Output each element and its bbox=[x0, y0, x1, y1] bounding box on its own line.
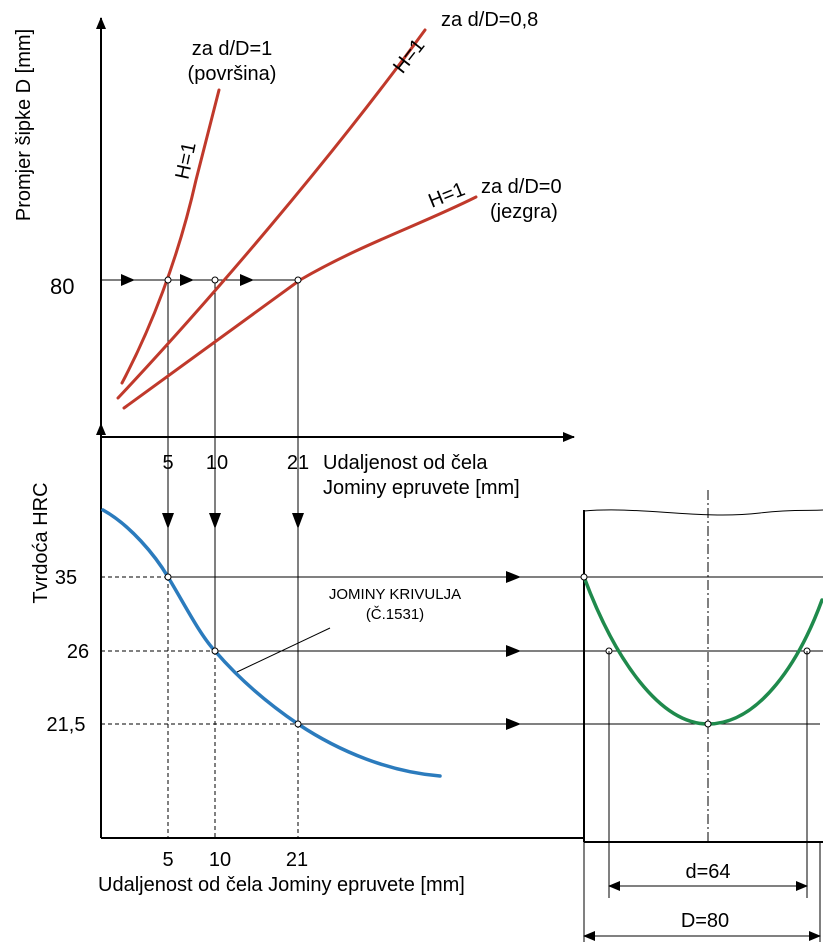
bar-top-break bbox=[583, 509, 823, 516]
bottom-y-tick-26: 26 bbox=[67, 641, 89, 663]
point-35 bbox=[164, 573, 172, 581]
point-21-5 bbox=[294, 720, 302, 728]
bottom-y-axis-label: Tvrdoća HRC bbox=[30, 482, 52, 603]
down-arrow-21 bbox=[292, 513, 304, 529]
point-08-80 bbox=[211, 276, 219, 284]
curve-surface bbox=[120, 88, 221, 385]
d80-arrow-3 bbox=[240, 274, 254, 286]
curve-core-h-label: H=1 bbox=[425, 178, 468, 212]
top-y-tick-label: 80 bbox=[50, 274, 74, 299]
transfer-arrow-35 bbox=[506, 571, 521, 583]
bottom-x-tick-21: 21 bbox=[286, 849, 308, 871]
curve-08 bbox=[116, 28, 427, 400]
top-y-axis-label: Promjer šipke D [mm] bbox=[13, 29, 35, 221]
curve-core bbox=[122, 195, 478, 410]
transfer-arrow-21 bbox=[506, 718, 521, 730]
profile-point-center bbox=[704, 720, 712, 728]
D-dimension-label: D=80 bbox=[681, 910, 729, 932]
bottom-x-axis-label: Udaljenost od čela Jominy epruvete [mm] bbox=[98, 874, 465, 896]
top-x-tick-21: 21 bbox=[287, 452, 309, 474]
point-core-80 bbox=[294, 276, 302, 284]
bottom-chart: Tvrdoća HRC 35 26 21,5 JOMINY KRIVULJA (… bbox=[30, 423, 823, 896]
down-arrow-10 bbox=[209, 513, 221, 529]
bottom-y-tick-35: 35 bbox=[55, 567, 77, 589]
top-chart: Promjer šipke D [mm] 80 za d/D=1 (površi… bbox=[13, 9, 575, 724]
profile-point-surface bbox=[580, 573, 588, 581]
curve-08-label: za d/D=0,8 bbox=[441, 9, 538, 31]
bottom-x-tick-10: 10 bbox=[209, 849, 231, 871]
top-x-tick-10: 10 bbox=[206, 452, 228, 474]
curve-core-label: za d/D=0 bbox=[481, 176, 562, 198]
top-x-axis-label-2: Jominy epruvete [mm] bbox=[323, 477, 520, 499]
point-26 bbox=[211, 647, 219, 655]
jominy-curve-label: JOMINY KRIVULJA bbox=[329, 586, 461, 603]
d80-arrow-1 bbox=[121, 274, 135, 286]
jominy-curve bbox=[101, 508, 442, 778]
bottom-x-tick-5: 5 bbox=[162, 849, 173, 871]
curve-surface-sublabel: (površina) bbox=[188, 63, 277, 85]
curve-core-sublabel: (jezgra) bbox=[490, 201, 558, 223]
jominy-leader-line bbox=[236, 627, 331, 673]
curve-surface-label: za d/D=1 bbox=[192, 38, 273, 60]
down-arrow-5 bbox=[162, 513, 174, 529]
d-dimension-label: d=64 bbox=[685, 861, 730, 883]
point-surface-80 bbox=[164, 276, 172, 284]
jominy-curve-sublabel: (Č.1531) bbox=[366, 606, 424, 623]
transfer-arrow-26 bbox=[506, 645, 521, 657]
top-x-tick-5: 5 bbox=[162, 452, 173, 474]
bar-section: d=64 D=80 bbox=[580, 490, 823, 942]
bottom-y-tick-21-5: 21,5 bbox=[47, 714, 86, 736]
top-x-axis-label-1: Udaljenost od čela bbox=[323, 452, 488, 474]
d80-arrow-2 bbox=[180, 274, 194, 286]
